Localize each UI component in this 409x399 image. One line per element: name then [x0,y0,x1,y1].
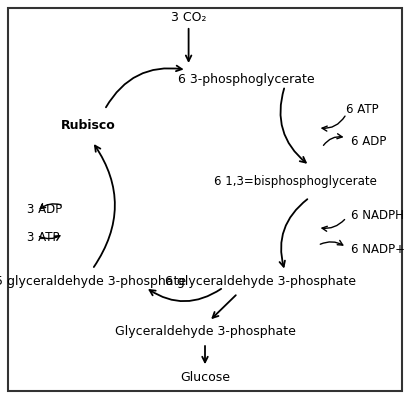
Text: 6 ADP: 6 ADP [350,135,385,148]
Text: 6 ATP: 6 ATP [346,103,378,116]
Text: 6 NADPH: 6 NADPH [350,209,402,222]
Text: 6 NADP+: 6 NADP+ [350,243,404,256]
Text: 6 glyceraldehyde 3-phosphate: 6 glyceraldehyde 3-phosphate [164,275,355,288]
Text: Glucose: Glucose [180,371,229,383]
Text: 3 ATP: 3 ATP [27,231,59,244]
Text: 6 3-phosphoglycerate: 6 3-phosphoglycerate [177,73,314,86]
Text: 3 CO₂: 3 CO₂ [171,12,206,24]
Text: Glyceraldehyde 3-phosphate: Glyceraldehyde 3-phosphate [114,325,295,338]
Text: 5 glyceraldehyde 3-phosphate: 5 glyceraldehyde 3-phosphate [0,275,185,288]
Text: 6 1,3=bisphosphoglycerate: 6 1,3=bisphosphoglycerate [213,175,376,188]
Text: Rubisco: Rubisco [61,119,115,132]
Text: 3 ADP: 3 ADP [27,203,62,216]
